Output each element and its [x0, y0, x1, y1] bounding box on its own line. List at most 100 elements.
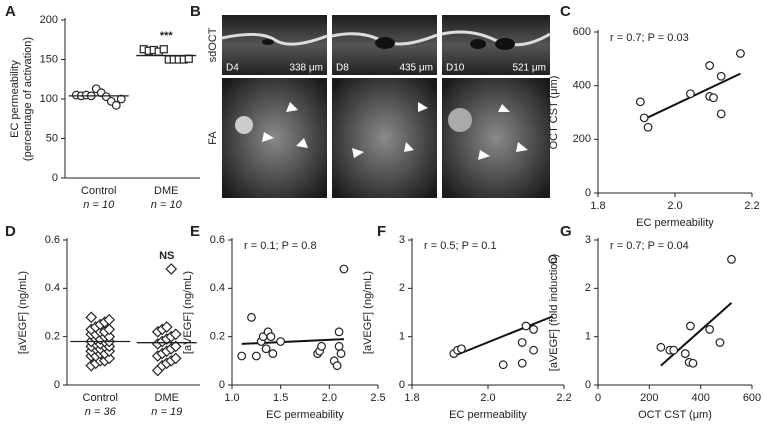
category-note: n = 36	[85, 406, 117, 418]
circle-marker	[716, 109, 726, 119]
circle-marker	[111, 100, 121, 110]
significance-label: NS	[159, 250, 174, 262]
x-tick-label: 600	[743, 392, 761, 404]
day-label: D10	[446, 63, 465, 74]
circle-marker	[332, 361, 342, 371]
fit-line	[660, 302, 733, 367]
row-label: sdOCT	[207, 27, 219, 62]
circle-marker	[529, 345, 538, 355]
x-axis-label: EC permeability	[266, 409, 344, 421]
y-tick-label: 0.2	[45, 331, 60, 343]
x-tick-label: 2.5	[370, 392, 385, 404]
day-label: D8	[336, 63, 349, 74]
circle-marker	[669, 345, 679, 355]
circle-marker	[457, 344, 466, 354]
square-marker	[184, 54, 193, 63]
x-tick-label: DME	[155, 392, 179, 404]
circle-marker	[261, 344, 271, 354]
circle-marker	[686, 89, 695, 99]
circle-marker	[709, 93, 718, 103]
circle-marker	[247, 312, 256, 322]
y-tick-label: 0	[585, 187, 591, 199]
y-tick-label: 600	[573, 26, 591, 38]
circle-marker	[715, 338, 725, 347]
circle-marker	[736, 49, 745, 58]
x-tick-label: 2.0	[322, 392, 337, 404]
x-tick-label: 2.0	[667, 200, 682, 212]
circle-marker	[643, 122, 653, 132]
panel-letter: B	[190, 3, 201, 20]
x-axis-label: EC permeability	[636, 217, 714, 229]
oct-image	[441, 15, 551, 75]
x-tick-label: 200	[640, 392, 658, 404]
y-tick-label: 0.6	[210, 234, 225, 246]
x-tick-label: Control	[83, 392, 118, 404]
y-tick-label: 200	[40, 14, 58, 26]
circle-marker	[517, 338, 527, 347]
optic-disc	[235, 116, 253, 134]
y-tick-label: 200	[573, 133, 591, 145]
circle-marker	[705, 325, 715, 334]
y-tick-label: 0.4	[45, 282, 60, 294]
y-axis-label: [aVEGF] (ng/mL)	[362, 271, 374, 354]
y-axis-label: EC permeability	[9, 60, 21, 138]
panel-letter: D	[5, 223, 16, 240]
circle-marker	[727, 254, 736, 264]
row-label: FA	[207, 131, 219, 145]
y-tick-label: 1	[399, 331, 405, 343]
oct-image	[221, 15, 328, 75]
y-tick-label: 400	[573, 80, 591, 92]
y-axis-label: [aVEGF] (ng/mL)	[182, 271, 194, 354]
x-axis-label: EC permeability	[449, 409, 527, 421]
circle-marker	[251, 351, 261, 361]
y-tick-label: 2	[585, 282, 591, 294]
y-tick-label: 0.6	[45, 234, 60, 246]
y-tick-label: 0.2	[210, 331, 225, 343]
y-tick-label: 2	[399, 282, 405, 294]
x-tick-label: 1.8	[404, 392, 419, 404]
circle-marker	[334, 327, 344, 337]
circle-marker	[237, 351, 247, 361]
circle-marker	[548, 254, 557, 264]
circle-marker	[635, 97, 645, 107]
y-tick-label: 1	[585, 331, 591, 343]
y-tick-label: 3	[399, 234, 405, 246]
panel-letter: A	[5, 3, 16, 20]
y-axis-label: [aVEGF] (ng/mL)	[17, 271, 29, 354]
x-tick-label: 2.0	[480, 392, 495, 404]
diamond-marker	[85, 311, 98, 324]
panel-letter: C	[560, 3, 571, 20]
stats-annotation: r = 0.7; P = 0.04	[610, 240, 689, 252]
optic-disc	[448, 108, 472, 132]
category-note: n = 10	[151, 199, 183, 211]
circle-marker	[339, 264, 349, 274]
significance-label: ***	[160, 30, 174, 42]
stats-annotation: r = 0.1; P = 0.8	[244, 240, 317, 252]
y-tick-label: 50	[46, 132, 58, 144]
circle-marker	[334, 341, 344, 351]
fa-image	[222, 78, 327, 198]
panel-letter: G	[560, 223, 572, 240]
square-marker	[159, 45, 168, 54]
y-axis-label: (percentage of activation)	[22, 37, 34, 161]
circle-marker	[656, 342, 666, 352]
y-tick-label: 0	[585, 379, 591, 391]
diamond-marker	[169, 328, 182, 341]
thickness-label: 338 μm	[289, 63, 323, 74]
circle-marker	[686, 321, 695, 331]
category-note: n = 10	[83, 199, 115, 211]
circle-marker	[716, 71, 726, 81]
fit-line	[453, 315, 553, 357]
diamond-marker	[103, 323, 116, 336]
circle-marker	[268, 349, 278, 358]
circle-marker	[266, 332, 276, 342]
fa-image	[442, 78, 550, 198]
x-tick-label: 0	[595, 392, 601, 404]
diamond-marker	[103, 313, 116, 326]
arrowheads	[262, 102, 528, 160]
y-tick-label: 0	[399, 379, 405, 391]
x-tick-label: 2.2	[744, 200, 759, 212]
circle-marker	[517, 358, 527, 368]
panel-letter: E	[190, 223, 200, 240]
circle-marker	[336, 349, 346, 358]
